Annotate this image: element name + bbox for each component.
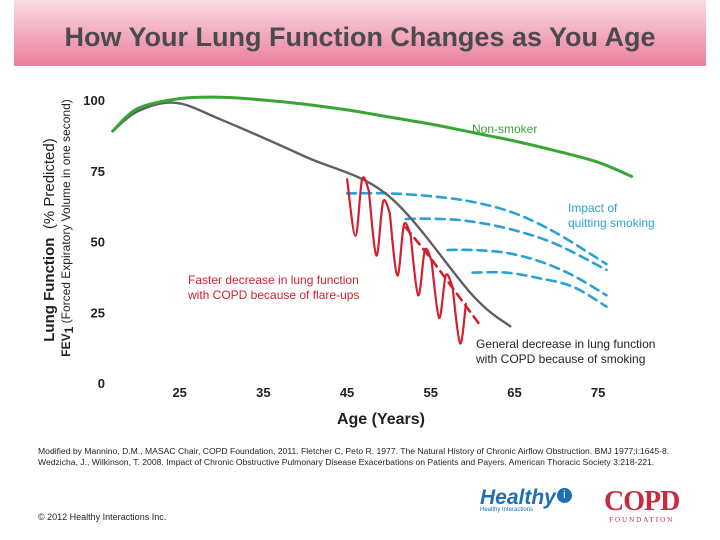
- flareup-oscillation-line: [388, 212, 412, 277]
- footnote-line-2: Wedzicha, J., Wilkinson, T. 2008. Impact…: [38, 457, 655, 467]
- healthy-logo-text: Healthy: [480, 486, 556, 509]
- quitting-smoking-line: [345, 191, 608, 266]
- healthy-logo-subtext: Healthy Interactions: [480, 507, 534, 513]
- annotation-quitting-2: quitting smoking: [568, 216, 655, 230]
- lung-function-chart: Lung Function (% Predicted) FEV1 (Forced…: [41, 93, 655, 428]
- annotation-nonsmoker: Non-smoker: [472, 122, 537, 136]
- flareup-projection-line: [404, 226, 483, 328]
- annotation-general-1: General decrease in lung function: [476, 337, 655, 351]
- y-tick-label: 75: [91, 164, 105, 179]
- y-axis-label-suffix: (% Predicted): [41, 138, 58, 229]
- copd-logo-text: COPD: [604, 486, 680, 517]
- y-tick-label: 50: [91, 235, 105, 250]
- x-tick-label: 55: [424, 385, 438, 400]
- quitting-smoking-line: [471, 270, 608, 308]
- footnote-line-1: Modified by Mannino, D.M., MASAC Chair, …: [38, 446, 670, 456]
- annotation-flareups-2: with COPD because of flare-ups: [187, 288, 359, 302]
- x-tick-label: 25: [172, 385, 186, 400]
- copd-logo-subtext: FOUNDATION: [609, 516, 675, 524]
- y-tick-labels: 0 25 50 75 100: [83, 93, 105, 391]
- flareup-oscillation-line: [346, 176, 370, 237]
- flareup-oscillation-line: [451, 285, 467, 345]
- healthy-interactions-logo: Healthy i Healthy Interactions: [480, 486, 572, 513]
- annotation-flareups-1: Faster decrease in lung function: [188, 273, 359, 287]
- x-tick-label: 65: [507, 385, 521, 400]
- page-title: How Your Lung Function Changes as You Ag…: [64, 22, 656, 52]
- series-layer: [111, 95, 634, 345]
- footnote: Modified by Mannino, D.M., MASAC Chair, …: [38, 446, 698, 468]
- y-axis-sublabel-prefix: FEV: [59, 333, 73, 356]
- x-tick-label: 75: [591, 385, 605, 400]
- y-axis-label: Lung Function (% Predicted): [41, 138, 58, 341]
- quitting-smoking-line: [404, 217, 608, 272]
- flareup-oscillation-line: [409, 234, 433, 297]
- copyright: © 2012 Healthy Interactions Inc.: [38, 512, 167, 522]
- y-axis-sublabel-subscript: 1: [62, 326, 76, 333]
- y-axis-sublabel-rest: (Forced Expiratory Volume in one second): [59, 99, 73, 326]
- quitting-smoking-line: [446, 248, 608, 297]
- copd-general-decline-line: [111, 101, 512, 328]
- y-tick-label: 100: [83, 93, 105, 108]
- nonsmoker-line: [111, 95, 634, 178]
- x-tick-label: 35: [256, 385, 270, 400]
- x-axis-label: Age (Years): [337, 411, 425, 428]
- y-axis-sublabel: FEV1 (Forced Expiratory Volume in one se…: [59, 99, 76, 356]
- copd-foundation-logo: COPD FOUNDATION: [604, 486, 680, 525]
- annotation-general-2: with COPD because of smoking: [475, 352, 645, 366]
- flareup-oscillation-line: [430, 260, 454, 320]
- flareup-oscillation-line: [367, 189, 391, 257]
- annotation-quitting-1: Impact of: [568, 201, 618, 215]
- x-tick-label: 45: [340, 385, 354, 400]
- y-axis-label-main: Lung Function: [41, 238, 58, 342]
- y-tick-label: 0: [98, 376, 105, 391]
- title-banner: How Your Lung Function Changes as You Ag…: [14, 0, 706, 66]
- info-i-icon: i: [556, 488, 572, 503]
- y-tick-label: 25: [91, 305, 105, 320]
- x-tick-labels: 25 35 45 55 65 75: [172, 385, 605, 400]
